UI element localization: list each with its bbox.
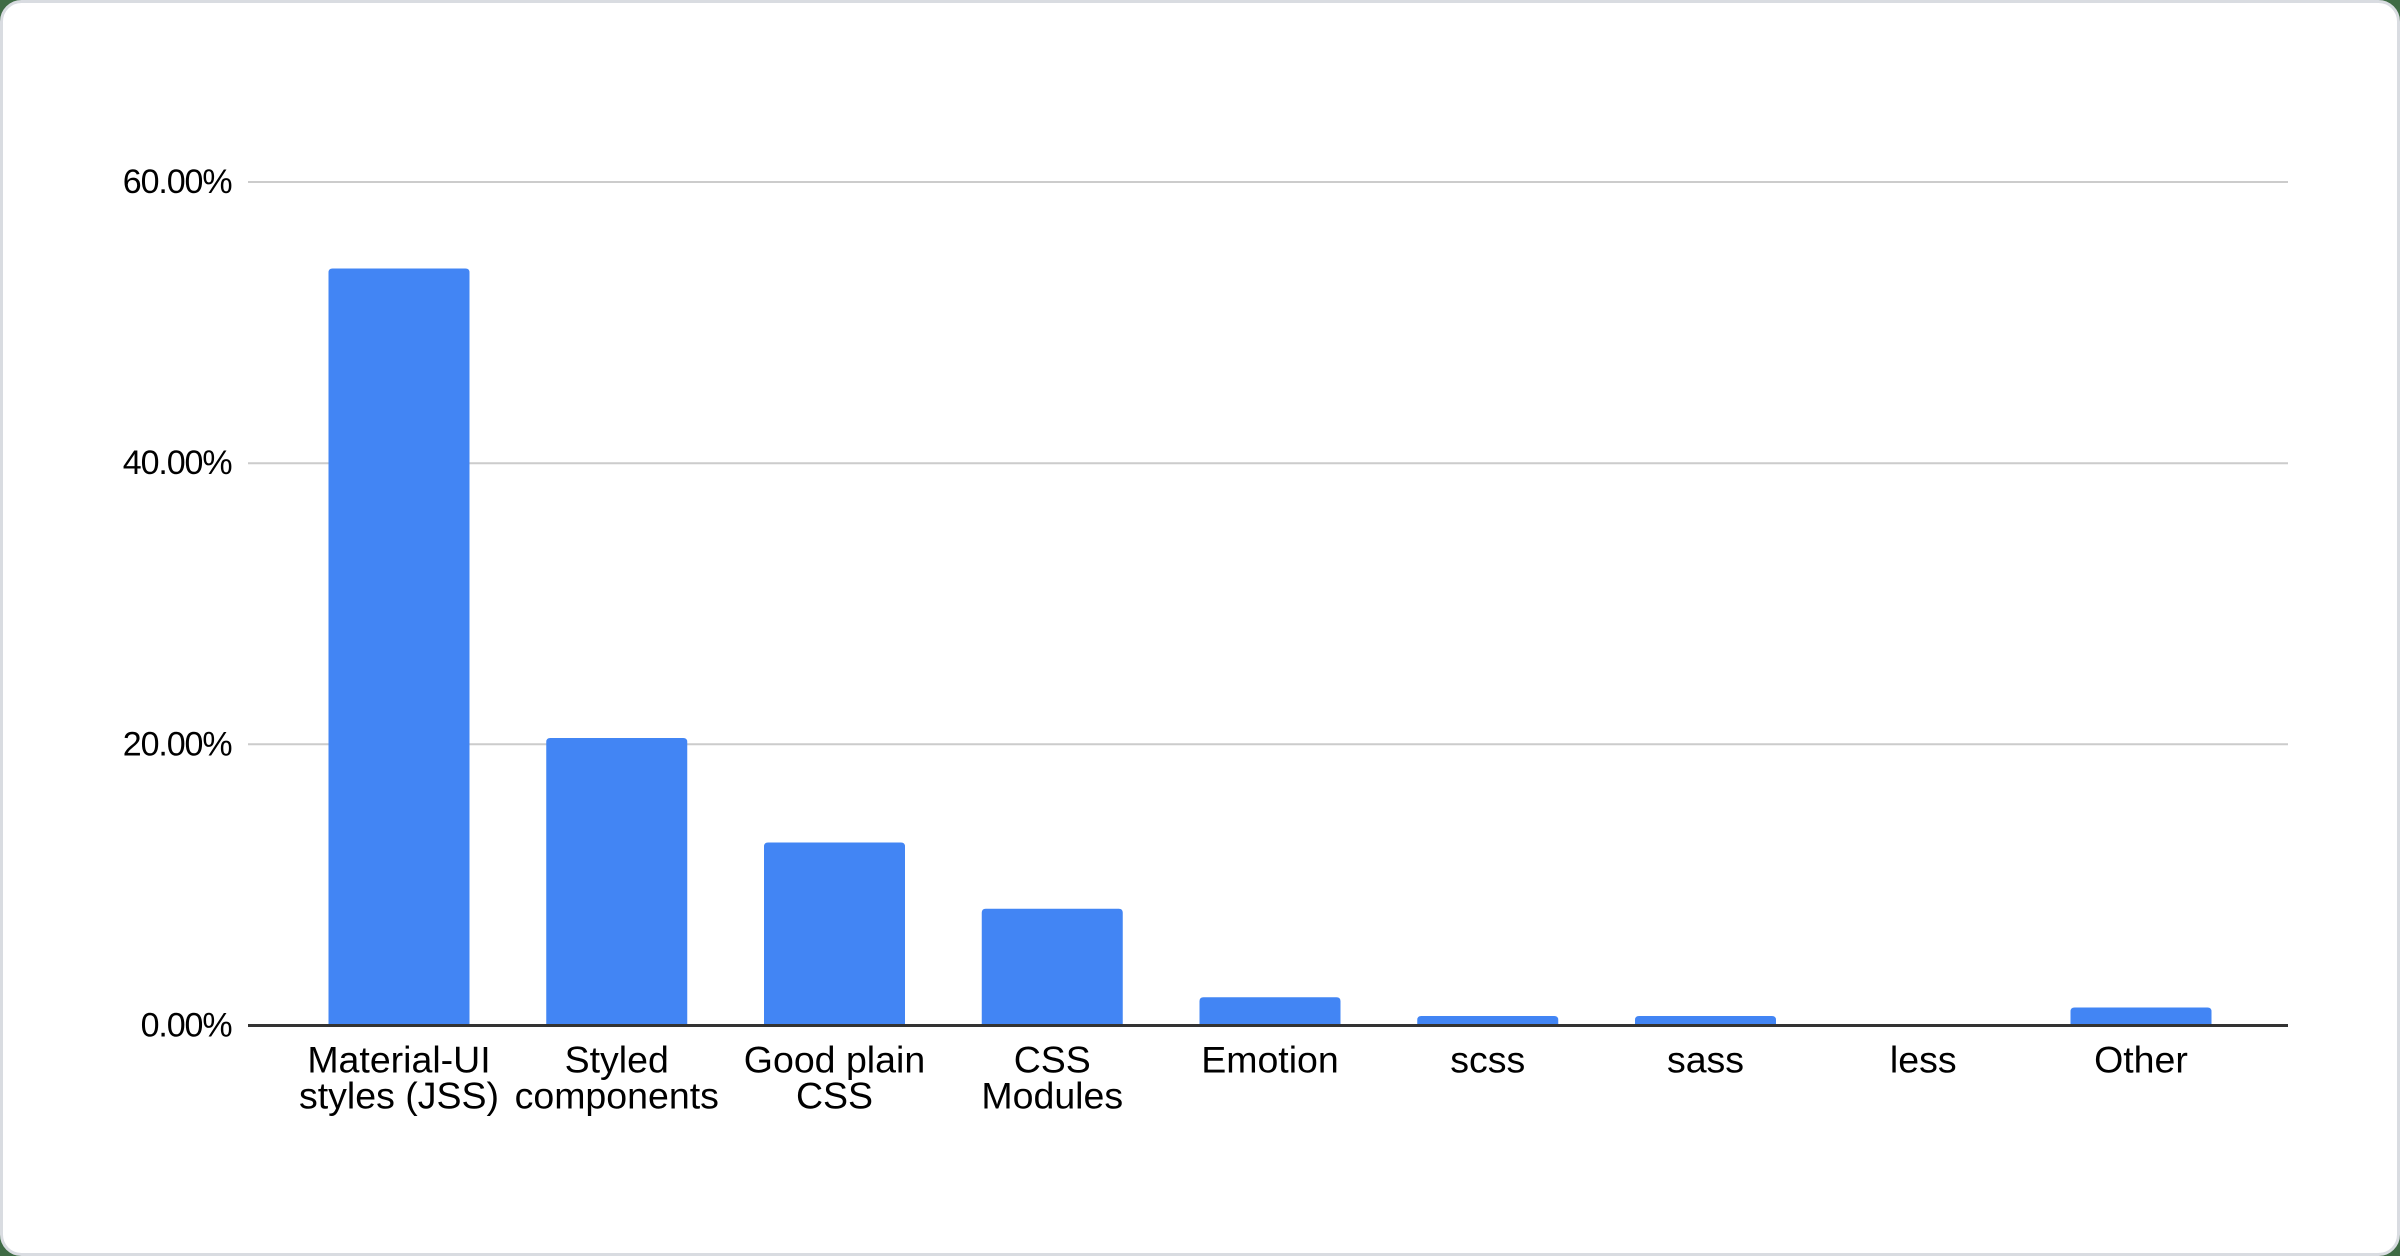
svg-text:scss: scss [1450,1039,1525,1081]
svg-text:Material-UI: Material-UI [307,1039,490,1081]
svg-text:CSS: CSS [796,1075,873,1117]
svg-text:Modules: Modules [981,1075,1123,1117]
svg-text:0.00%: 0.00% [141,1007,233,1045]
svg-text:sass: sass [1667,1039,1744,1081]
svg-text:Emotion: Emotion [1201,1039,1339,1081]
svg-text:20.00%: 20.00% [123,725,233,763]
svg-text:components: components [515,1075,719,1117]
svg-text:less: less [1890,1039,1957,1081]
svg-text:Styled: Styled [565,1039,669,1081]
svg-text:Good plain: Good plain [744,1039,925,1081]
svg-text:styles (JSS): styles (JSS) [299,1075,499,1117]
svg-text:40.00%: 40.00% [123,444,233,482]
svg-text:Other: Other [2094,1039,2188,1081]
svg-text:60.00%: 60.00% [123,163,233,201]
svg-text:CSS: CSS [1014,1039,1091,1081]
